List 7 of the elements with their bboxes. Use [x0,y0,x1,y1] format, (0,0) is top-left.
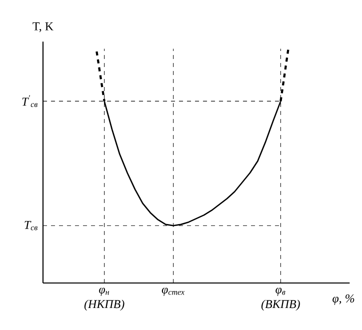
x-tick-label: φ$_{стех}$ [162,288,184,296]
ref-line-label: T$_{св}$ [24,220,38,230]
y-axis-title: T, K [32,22,54,32]
x-tick-label: φ$_{в}$ (ВКПВ) [261,288,300,311]
x-tick-label: φ$_{н}$ (НКПВ) [84,288,124,311]
ref-line-label: T$^{'}$св [22,95,38,108]
x-axis-title: φ, % [332,294,354,305]
